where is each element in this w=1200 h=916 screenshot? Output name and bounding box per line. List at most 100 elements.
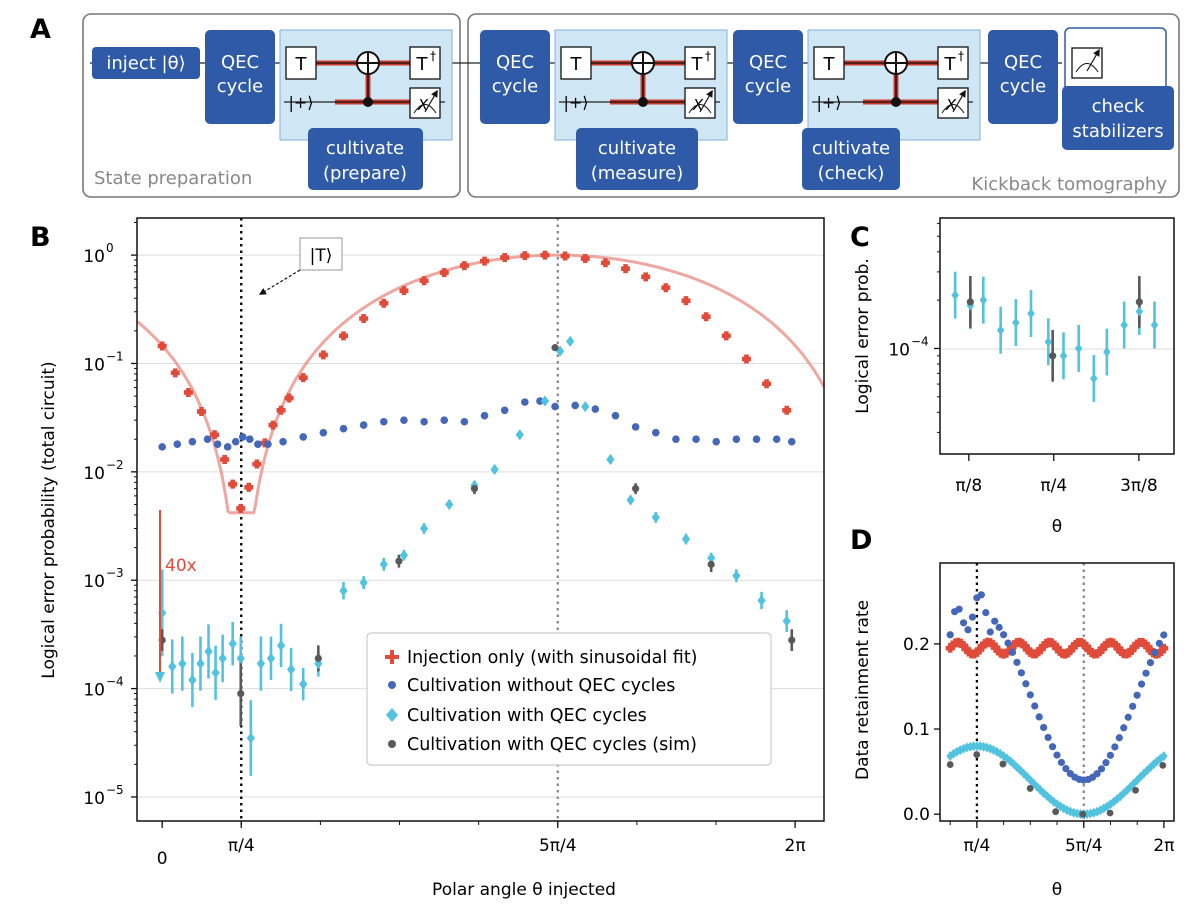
plus-state: |+⟩: [816, 93, 841, 112]
point-with-qec: [299, 678, 308, 690]
point-with-qec: [681, 533, 691, 545]
point-without-qec: [672, 435, 680, 444]
d-point-sim: [1026, 785, 1034, 792]
c-point-with-qec: [1120, 320, 1128, 331]
panel-d-ylabel: Data retainment rate: [853, 600, 873, 780]
point-without-qec: [772, 435, 781, 444]
point-injection: [399, 286, 409, 296]
d-point-without-qec: [1044, 733, 1052, 742]
state-prep-label: State preparation: [94, 168, 252, 189]
check-stabilizers-line1: check: [1092, 96, 1145, 117]
d-point-without-qec: [1111, 743, 1119, 751]
point-with-qec: [188, 674, 197, 686]
point-without-qec: [238, 433, 247, 441]
point-sim: [237, 689, 245, 698]
d-point-sim: [1052, 808, 1060, 816]
point-sim: [395, 557, 403, 565]
panel-d-ticks: π/4 5π/4 2π 0.0 0.1 0.2: [903, 635, 1174, 856]
d-point-without-qec: [977, 591, 985, 599]
t-state-annotation-box: [299, 237, 343, 271]
d-point-without-qec: [1093, 770, 1101, 778]
d-point-sim: [999, 760, 1007, 768]
kickback-label: Kickback tomography: [971, 174, 1167, 195]
c-xtick-label-2: 3π/8: [1120, 476, 1158, 496]
point-with-qec: [211, 667, 220, 679]
point-with-qec: [339, 585, 348, 597]
qec-cycle-4: [988, 30, 1058, 124]
point-injection: [560, 251, 570, 261]
point-injection: [520, 251, 530, 261]
ytick-exp-1: −1: [106, 349, 124, 363]
point-injection: [641, 272, 651, 282]
point-injection: [268, 420, 278, 430]
d-point-without-qec: [1053, 751, 1061, 759]
point-without-qec: [173, 440, 182, 448]
c-point-sim: [1135, 298, 1143, 306]
d-point-without-qec: [955, 605, 963, 613]
point-without-qec: [611, 411, 620, 420]
point-injection: [500, 253, 510, 263]
point-with-qec: [606, 454, 615, 466]
d-point-without-qec: [1031, 702, 1039, 710]
point-without-qec: [400, 416, 408, 424]
d-point-with-qec: [1160, 751, 1168, 762]
point-without-qec: [500, 406, 509, 415]
c-point-with-qec: [1103, 347, 1111, 358]
c-point-with-qec: [1090, 373, 1098, 384]
c-xtick-label-1: π/4: [1040, 476, 1067, 496]
point-without-qec: [203, 435, 212, 444]
t-state-arrow: [258, 269, 301, 295]
measure-x: [409, 87, 441, 119]
legend-with-qec: Cultivation with QEC cycles: [407, 706, 647, 726]
point-injection: [252, 459, 262, 469]
panel-c-points: [951, 290, 1159, 384]
d-point-without-qec: [1151, 649, 1159, 657]
plus-state: |+⟩: [563, 93, 588, 112]
panel-c-ticks: π/8 π/4 3π/8 10 −4: [888, 223, 1158, 496]
c-ytick-exp-0: −4: [911, 334, 929, 348]
point-without-qec: [223, 443, 232, 451]
ytick-label-1: 10: [83, 355, 105, 375]
d-point-without-qec: [1120, 724, 1128, 732]
t-gate: [285, 46, 317, 80]
c-ytick-label-0: 10: [888, 340, 910, 360]
qec-cycle-3-line2: cycle: [745, 76, 792, 97]
ytick-exp-4: −4: [106, 675, 124, 689]
c-point-sim: [966, 298, 974, 306]
d-xtick-label-1: 5π/4: [1065, 836, 1103, 856]
legend-marker-injection: [385, 650, 399, 664]
point-injection: [220, 455, 230, 465]
point-with-qec: [196, 658, 205, 670]
d-point-sim: [1132, 786, 1139, 794]
point-injection: [244, 482, 254, 492]
d-point-without-qec: [1008, 648, 1017, 656]
d-point-without-qec: [995, 623, 1003, 631]
d-point-without-qec: [1155, 639, 1163, 647]
point-without-qec: [460, 417, 469, 426]
d-point-without-qec: [982, 609, 990, 617]
d-point-without-qec: [1102, 759, 1110, 767]
d-point-without-qec: [1115, 734, 1123, 742]
point-without-qec: [571, 401, 579, 410]
legend-marker-with-qec: [386, 708, 398, 722]
point-sim: [788, 636, 796, 644]
legend-marker-sim: [388, 740, 396, 748]
point-injection: [459, 261, 469, 271]
d-point-without-qec: [1013, 658, 1021, 666]
d-point-sim: [946, 761, 954, 768]
cultivate-block-prepare: T |+⟩ T † X cultivate (prepare): [279, 29, 453, 190]
point-with-qec: [732, 570, 741, 582]
point-injection: [284, 393, 294, 403]
d-point-without-qec: [986, 628, 994, 636]
point-injection: [419, 276, 429, 286]
point-with-qec: [399, 549, 409, 561]
panel-d: D π/4 5π/4 2π 0.0 0.1 0.2 θ Data retainment r…: [850, 525, 1175, 900]
d-ytick-label-0: 0.0: [903, 805, 930, 825]
panel-b-frame: [136, 217, 825, 822]
xtick-label-2: 5π/4: [539, 836, 577, 856]
point-without-qec: [158, 443, 166, 451]
d-point-without-qec: [1048, 743, 1057, 751]
point-injection: [318, 350, 328, 360]
panel-b-xlabel: Polar angle θ injected: [432, 880, 616, 900]
qec-cycle-3-line1: QEC: [749, 52, 787, 73]
